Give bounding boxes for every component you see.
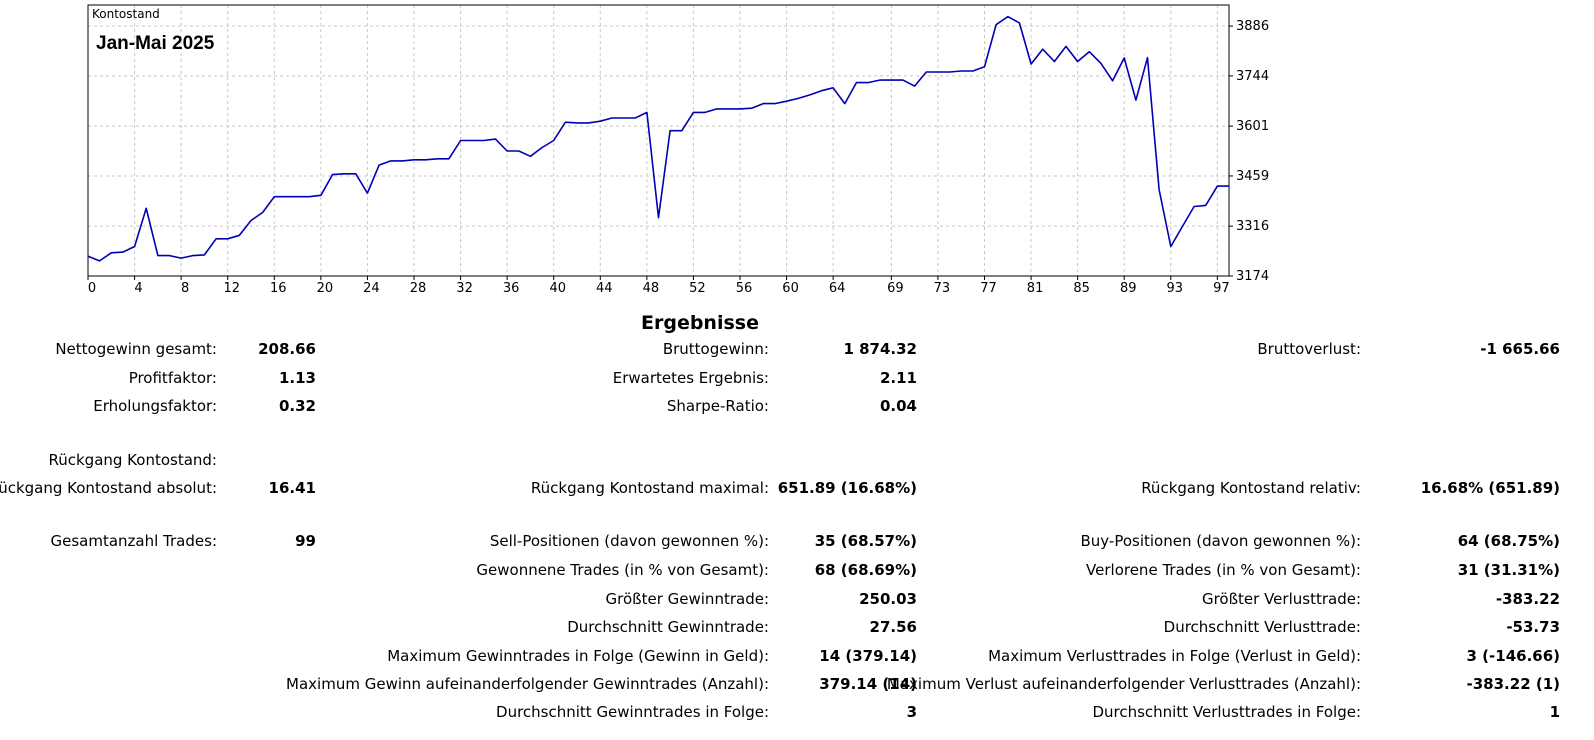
stat-label: Erwartetes Ergebnis: <box>612 369 769 387</box>
x-tick-label: 77 <box>980 281 997 296</box>
stat-label: Maximum Verlust aufeinanderfolgender Ver… <box>886 675 1361 693</box>
x-tick-label: 48 <box>643 281 660 296</box>
stat-label: Rückgang Kontostand maximal: <box>530 479 769 497</box>
stat-label: Maximum Verlusttrades in Folge (Verlust … <box>988 647 1361 665</box>
stat-label: Erholungsfaktor: <box>93 397 217 415</box>
x-tick-label: 12 <box>223 281 240 296</box>
stat-value: 651.89 (16.68%) <box>777 479 917 497</box>
stat-label: Maximum Gewinn aufeinanderfolgender Gewi… <box>286 675 769 693</box>
x-tick-label: 36 <box>503 281 520 296</box>
stat-label: Durchschnitt Verlusttrade: <box>1163 618 1361 636</box>
stat-label: Verlorene Trades (in % von Gesamt): <box>1086 561 1361 579</box>
x-tick-label: 8 <box>181 281 189 296</box>
x-tick-label: 40 <box>549 281 566 296</box>
y-tick-label: 3459 <box>1236 169 1269 184</box>
stat-label: Größter Gewinntrade: <box>605 590 769 608</box>
stat-value: 16.41 <box>268 479 316 497</box>
stat-value: 16.68% (651.89) <box>1420 479 1560 497</box>
y-tick-label: 3744 <box>1236 69 1269 84</box>
y-tick-label: 3316 <box>1236 219 1269 234</box>
x-tick-label: 16 <box>270 281 287 296</box>
stat-label: Rückgang Kontostand: <box>48 451 217 469</box>
stat-value: 14 (379.14) <box>819 647 917 665</box>
stat-value: 1.13 <box>278 369 316 387</box>
x-tick-label: 97 <box>1213 281 1230 296</box>
stat-label: Profitfaktor: <box>128 369 217 387</box>
x-tick-label: 20 <box>317 281 334 296</box>
x-tick-label: 69 <box>887 281 904 296</box>
stat-label: Nettogewinn gesamt: <box>55 340 217 358</box>
stat-label: Sharpe-Ratio: <box>666 397 769 415</box>
stat-label: Gesamtanzahl Trades: <box>50 532 218 550</box>
stat-value: 31 (31.31%) <box>1457 561 1560 579</box>
stat-value: -1 665.66 <box>1480 340 1560 358</box>
stat-label: Gewonnene Trades (in % von Gesamt): <box>476 561 769 579</box>
stat-value: 1 874.32 <box>843 340 917 358</box>
x-tick-label: 24 <box>363 281 380 296</box>
stat-value: -383.22 <box>1495 590 1560 608</box>
x-tick-label: 81 <box>1027 281 1044 296</box>
stat-label: Buy-Positionen (davon gewonnen %): <box>1080 532 1362 550</box>
stat-value: 0.32 <box>278 397 316 415</box>
balance-chart-svg: 0 4 8 12 16 20 24 28 32 36 40 44 48 52 56 60 64 69 73 77 81 8… <box>87 4 1269 296</box>
stat-value: -53.73 <box>1506 618 1560 636</box>
stat-label: Rückgang Kontostand absolut: <box>0 479 217 497</box>
x-tick-label: 44 <box>596 281 613 296</box>
stat-label: Durchschnitt Gewinntrade: <box>567 618 769 636</box>
x-tick-label: 28 <box>410 281 427 296</box>
stat-label: Maximum Gewinntrades in Folge (Gewinn in… <box>387 647 769 665</box>
chart-title: Jan-Mai 2025 <box>96 33 215 54</box>
stat-value: 3 (-146.66) <box>1466 647 1560 665</box>
stat-label: Bruttogewinn: <box>662 340 769 358</box>
stat-value: 35 (68.57%) <box>814 532 917 550</box>
stat-value: 0.04 <box>879 397 917 415</box>
stat-value: -383.22 (1) <box>1466 675 1560 693</box>
stat-value: 250.03 <box>859 590 917 608</box>
x-tick-label: 56 <box>736 281 753 296</box>
stat-value: 27.56 <box>869 618 917 636</box>
stat-label: Bruttoverlust: <box>1257 340 1361 358</box>
results-title: Ergebnisse <box>641 312 759 334</box>
x-tick-label: 32 <box>456 281 473 296</box>
stat-label: Durchschnitt Verlusttrades in Folge: <box>1092 703 1361 721</box>
stat-label: Rückgang Kontostand relativ: <box>1141 479 1361 497</box>
x-tick-label: 93 <box>1167 281 1184 296</box>
y-tick-label: 3601 <box>1236 119 1269 134</box>
x-tick-label: 60 <box>782 281 799 296</box>
plot-frame <box>87 4 1230 277</box>
stat-value: 208.66 <box>258 340 316 358</box>
stat-value: 2.11 <box>879 369 917 387</box>
stat-value: 99 <box>295 532 316 550</box>
stat-value: 379.14 (14) <box>819 675 917 693</box>
stat-value: 1 <box>1549 703 1560 721</box>
y-tick-label: 3174 <box>1236 269 1269 284</box>
stat-value: 68 (68.69%) <box>814 561 917 579</box>
stat-label: Sell-Positionen (davon gewonnen %): <box>489 532 769 550</box>
stat-value: 3 <box>906 703 917 721</box>
chart-subtitle: Kontostand <box>92 7 160 21</box>
x-tick-label: 85 <box>1073 281 1090 296</box>
balance-series-line <box>87 15 1229 262</box>
x-tick-label: 52 <box>689 281 706 296</box>
x-tick-label: 89 <box>1120 281 1137 296</box>
x-tick-label: 4 <box>134 281 142 296</box>
stat-value: 64 (68.75%) <box>1457 532 1560 550</box>
x-tick-label: 0 <box>88 281 96 296</box>
stat-label: Größter Verlusttrade: <box>1201 590 1361 608</box>
stat-label: Durchschnitt Gewinntrades in Folge: <box>496 703 769 721</box>
x-tick-label: 64 <box>829 281 846 296</box>
balance-chart: 0 4 8 12 16 20 24 28 32 36 40 44 48 52 56 60 64 69 73 77 81 8… <box>0 0 1594 300</box>
x-tick-label: 73 <box>934 281 951 296</box>
y-tick-label: 3886 <box>1236 19 1269 34</box>
